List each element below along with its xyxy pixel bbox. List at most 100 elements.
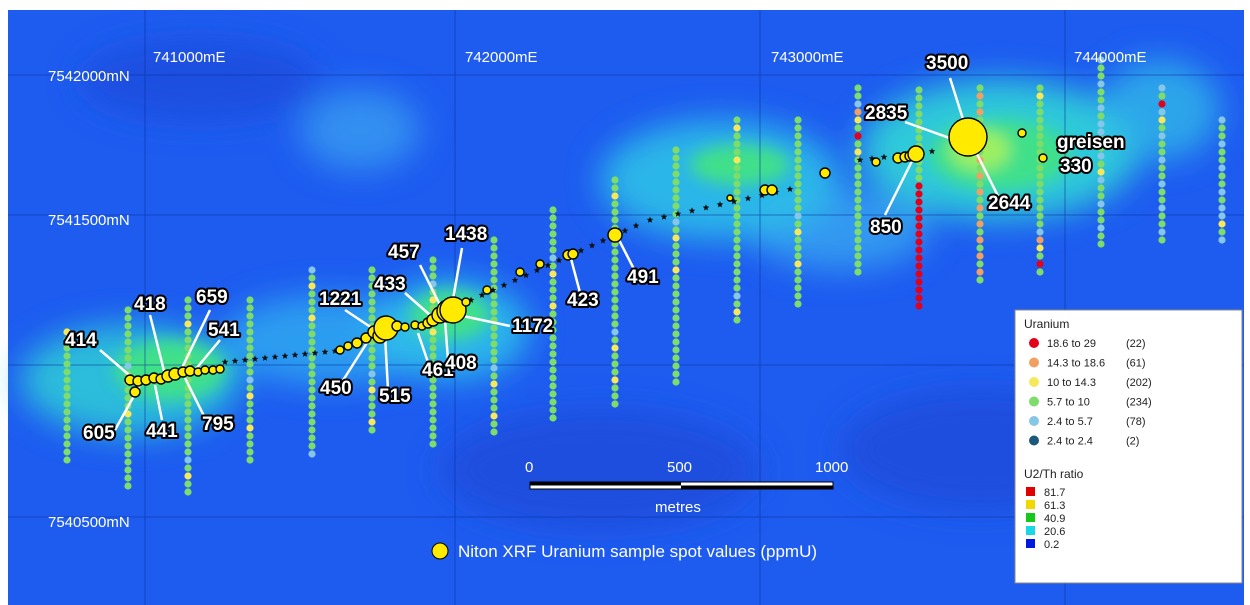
- radiometric-reading: [429, 440, 437, 448]
- radiometric-reading: [672, 194, 680, 202]
- track-point: [321, 348, 329, 355]
- ratio-class-value: 40.9: [1044, 513, 1065, 525]
- radiometric-reading: [915, 238, 923, 246]
- radiometric-reading: [1097, 144, 1105, 152]
- radiometric-reading: [368, 298, 376, 306]
- radiometric-reading: [854, 204, 862, 212]
- track-point: [588, 242, 596, 249]
- radiometric-reading: [611, 336, 619, 344]
- label-leader: [418, 264, 442, 306]
- radiometric-reading: [915, 262, 923, 270]
- radiometric-reading: [549, 214, 557, 222]
- uranium-class-count: (234): [1126, 397, 1152, 409]
- radiometric-reading: [672, 218, 680, 226]
- radiometric-reading: [124, 322, 132, 330]
- scale-tick-label: 1000: [815, 459, 848, 476]
- radiometric-reading: [915, 214, 923, 222]
- radiometric-reading: [490, 332, 498, 340]
- radiometric-reading: [1097, 152, 1105, 160]
- label-leader: [148, 314, 167, 376]
- radiometric-reading: [308, 378, 316, 386]
- radiometric-reading: [368, 426, 376, 434]
- radiometric-reading: [63, 440, 71, 448]
- radiometric-reading: [672, 290, 680, 298]
- radiometric-reading: [672, 146, 680, 154]
- radiometric-reading: [490, 236, 498, 244]
- sample-value-label: 423: [567, 290, 599, 311]
- radiometric-reading: [1036, 204, 1044, 212]
- radiometric-reading: [246, 296, 254, 304]
- radiometric-reading: [976, 236, 984, 244]
- radiometric-reading: [733, 164, 741, 172]
- radiometric-reading: [549, 254, 557, 262]
- radiometric-reading: [124, 394, 132, 402]
- radiometric-reading: [1036, 172, 1044, 180]
- radiometric-reading: [429, 360, 437, 368]
- radiometric-reading: [915, 278, 923, 286]
- uranium-legend-title: Uranium: [1024, 317, 1069, 331]
- northing-labels: 7542000mN 7541500mN 7540500mN: [48, 68, 130, 531]
- radiometric-reading: [1036, 188, 1044, 196]
- radiometric-reading: [124, 314, 132, 322]
- radiometric-reading: [429, 368, 437, 376]
- sample-symbol-icon: [431, 542, 449, 560]
- radiometric-reading: [672, 362, 680, 370]
- radiometric-reading: [672, 178, 680, 186]
- radiometric-reading: [1097, 120, 1105, 128]
- radiometric-reading: [611, 280, 619, 288]
- scale-bar: 0 500 1000 metres: [525, 459, 848, 516]
- radiometric-reading: [854, 196, 862, 204]
- radiometric-reading: [1218, 188, 1226, 196]
- track-point: [241, 356, 249, 363]
- radiometric-reading: [308, 298, 316, 306]
- radiometric-reading: [63, 432, 71, 440]
- sample-caption-text: Niton XRF Uranium sample spot values (pp…: [458, 542, 817, 561]
- radiometric-reading: [915, 110, 923, 118]
- radiometric-reading: [1218, 204, 1226, 212]
- track-point: [478, 291, 486, 298]
- radiometric-reading: [1097, 80, 1105, 88]
- radiometric-reading: [733, 284, 741, 292]
- sample-spot: [515, 267, 525, 277]
- radiometric-reading: [611, 392, 619, 400]
- radiometric-reading: [733, 188, 741, 196]
- radiometric-reading: [915, 94, 923, 102]
- area-name-label: greisen: [1057, 132, 1125, 153]
- radiometric-reading: [976, 92, 984, 100]
- radiometric-reading: [733, 268, 741, 276]
- radiometric-reading: [1158, 132, 1166, 140]
- radiometric-reading: [1218, 236, 1226, 244]
- radiometric-reading: [124, 330, 132, 338]
- radiometric-reading: [246, 360, 254, 368]
- radiometric-reading: [976, 260, 984, 268]
- radiometric-reading: [854, 92, 862, 100]
- radiometric-reading: [308, 426, 316, 434]
- radiometric-reading: [308, 442, 316, 450]
- radiometric-reading: [490, 388, 498, 396]
- radiometric-reading: [672, 202, 680, 210]
- sample-spot: [439, 296, 467, 324]
- radiometric-reading: [915, 86, 923, 94]
- radiometric-reading: [184, 392, 192, 400]
- radiometric-reading: [733, 236, 741, 244]
- radiometric-reading: [124, 418, 132, 426]
- radiometric-reading: [368, 306, 376, 314]
- radiometric-reading: [611, 400, 619, 408]
- easting-label: 742000mE: [465, 49, 538, 66]
- uranium-class-count: (2): [1126, 436, 1139, 448]
- track-point: [660, 213, 668, 220]
- radiometric-reading: [915, 206, 923, 214]
- radiometric-reading: [184, 400, 192, 408]
- radiometric-reading: [915, 198, 923, 206]
- radiometric-reading: [611, 208, 619, 216]
- easting-label: 744000mE: [1074, 49, 1147, 66]
- radiometric-reading: [672, 274, 680, 282]
- radiometric-reading: [1097, 56, 1105, 64]
- sample-spot: [871, 157, 881, 167]
- radiometric-reading: [490, 292, 498, 300]
- radiometric-reading: [733, 228, 741, 236]
- radiometric-reading: [124, 362, 132, 370]
- radiometric-reading: [184, 312, 192, 320]
- ratio-class-value: 20.6: [1044, 526, 1065, 538]
- radiometric-reading: [794, 228, 802, 236]
